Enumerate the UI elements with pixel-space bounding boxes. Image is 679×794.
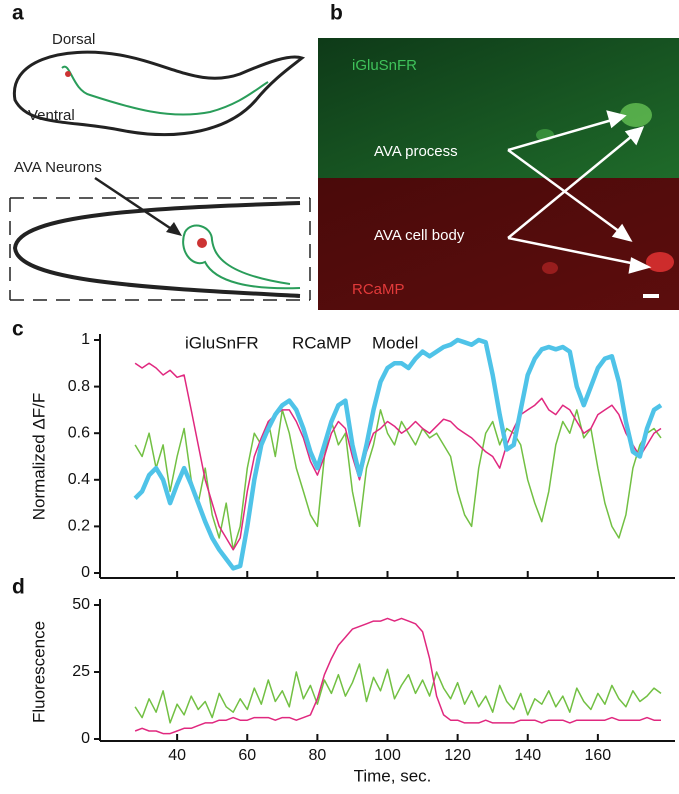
series-line xyxy=(134,663,662,724)
y-tick-label: 50 xyxy=(72,596,90,613)
micrograph xyxy=(318,38,679,310)
legend-entry: RCaMP xyxy=(292,333,352,352)
x-tick-label: 120 xyxy=(444,747,471,764)
x-tick-label: 80 xyxy=(308,747,326,764)
series-line xyxy=(133,337,663,571)
label: AVA cell body xyxy=(374,227,465,244)
x-axis-label: Time, sec. xyxy=(354,766,432,785)
y-tick-label: 0.2 xyxy=(68,518,90,535)
x-tick-label: 100 xyxy=(374,747,401,764)
charts: 0 0.2 0.4 0.6 0.8 1 Normalized ΔF/F iGluSnFR RCa… xyxy=(29,331,675,785)
y-axis-label: Fluorescence xyxy=(29,621,48,723)
legend-entry: iGluSnFR xyxy=(185,333,259,352)
y-tick-label: 25 xyxy=(72,663,90,680)
y-tick-label: 0.8 xyxy=(68,378,90,395)
panel-label: c xyxy=(12,318,24,341)
x-tick-label: 60 xyxy=(238,747,256,764)
y-axis-label: Normalized ΔF/F xyxy=(29,393,48,521)
y-tick-label: 0.4 xyxy=(68,471,90,488)
panel-label: b xyxy=(330,2,343,25)
channel-label: RCaMP xyxy=(352,281,405,298)
y-tick-label: 0.6 xyxy=(68,424,90,441)
series-line xyxy=(134,617,661,735)
y-tick-label: 0 xyxy=(81,564,90,581)
label: Ventral xyxy=(28,107,75,124)
channel-label: iGluSnFR xyxy=(352,57,417,74)
label: Dorsal xyxy=(52,31,95,48)
y-tick-label: 1 xyxy=(81,331,90,348)
x-tick-label: 40 xyxy=(168,747,186,764)
x-tick-label: 140 xyxy=(514,747,541,764)
panel-label: a xyxy=(12,2,24,25)
y-tick-label: 0 xyxy=(81,730,90,747)
series-line xyxy=(134,409,662,551)
label: AVA process xyxy=(374,143,458,160)
series-line xyxy=(134,362,662,551)
legend-entry: Model xyxy=(372,333,418,352)
panel-label: d xyxy=(12,576,25,599)
label: AVA Neurons xyxy=(14,159,102,176)
worm-diagram xyxy=(9,50,311,301)
x-tick-label: 160 xyxy=(585,747,612,764)
